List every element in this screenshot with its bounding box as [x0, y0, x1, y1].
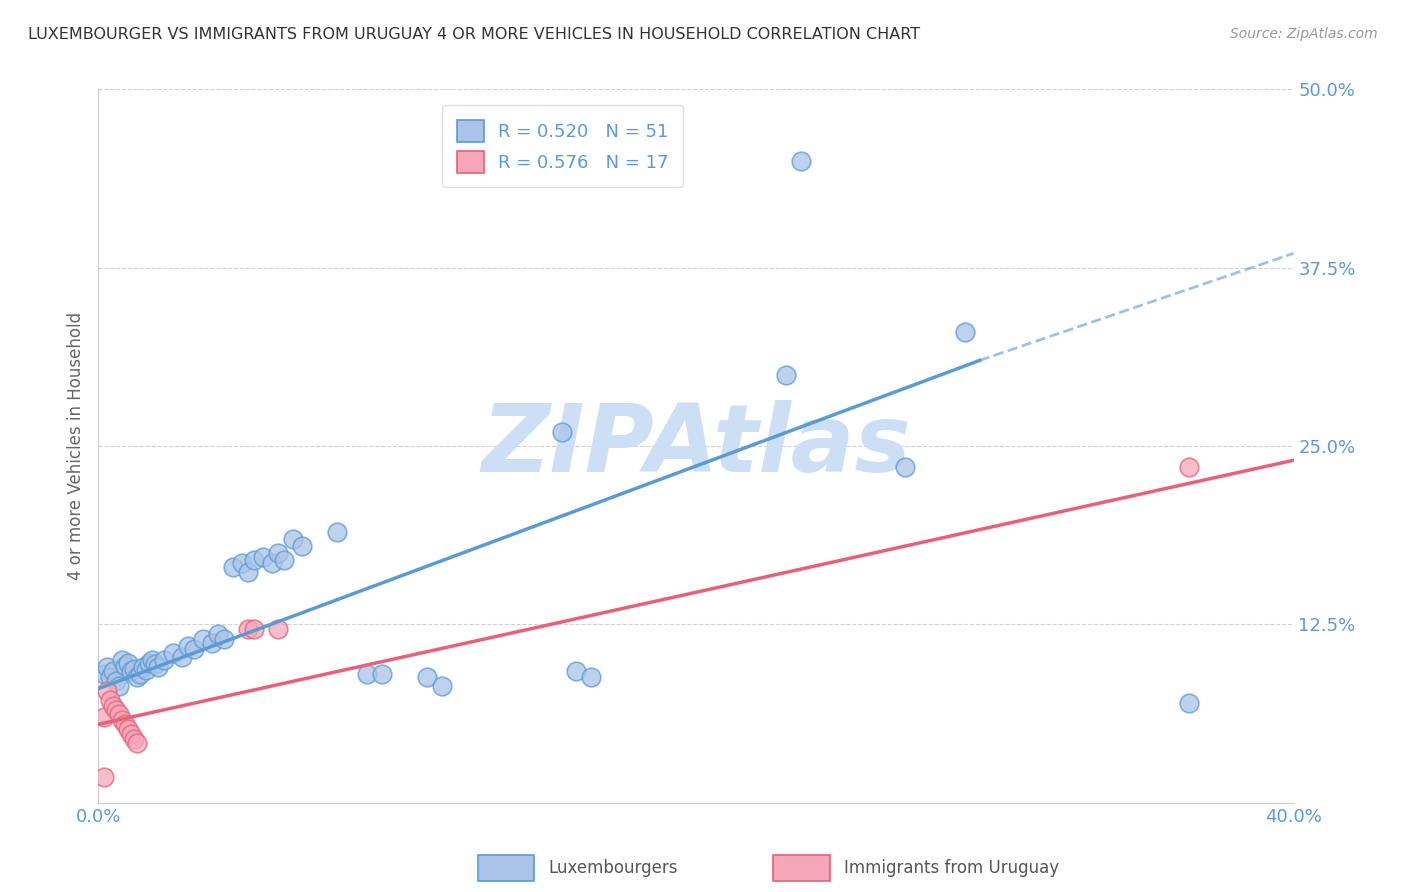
Point — [416, 670, 439, 684]
Point — [103, 698, 125, 713]
Point — [117, 722, 139, 736]
Point — [177, 639, 200, 653]
Point — [183, 641, 205, 656]
Point — [371, 667, 394, 681]
Point — [108, 679, 131, 693]
Point — [430, 679, 453, 693]
Point — [96, 684, 118, 698]
Point — [565, 665, 588, 679]
Point — [105, 703, 128, 717]
Point — [243, 553, 266, 567]
Point — [138, 656, 160, 670]
Text: Source: ZipAtlas.com: Source: ZipAtlas.com — [1230, 27, 1378, 41]
Point — [108, 707, 131, 722]
Point — [105, 674, 128, 689]
Point — [127, 736, 149, 750]
Text: Luxembourgers: Luxembourgers — [548, 859, 678, 877]
Point — [135, 663, 157, 677]
Text: Immigrants from Uruguay: Immigrants from Uruguay — [844, 859, 1059, 877]
Point — [120, 727, 142, 741]
Point — [127, 670, 149, 684]
Point — [117, 656, 139, 670]
Point — [550, 425, 572, 439]
Point — [953, 325, 976, 339]
Point — [96, 660, 118, 674]
Point — [201, 636, 224, 650]
Point — [148, 660, 170, 674]
Text: LUXEMBOURGER VS IMMIGRANTS FROM URUGUAY 4 OR MORE VEHICLES IN HOUSEHOLD CORRELAT: LUXEMBOURGER VS IMMIGRANTS FROM URUGUAY … — [28, 27, 921, 42]
Point — [273, 553, 295, 567]
Point — [236, 622, 259, 636]
Point — [153, 653, 176, 667]
Point — [111, 653, 134, 667]
Point — [212, 632, 235, 646]
Point — [1178, 696, 1201, 710]
Point — [114, 717, 136, 731]
Point — [103, 665, 125, 679]
Point — [281, 532, 304, 546]
Point — [172, 650, 194, 665]
Point — [93, 770, 115, 784]
Point — [129, 667, 152, 681]
Point — [236, 565, 259, 579]
Point — [143, 657, 166, 672]
Point — [162, 646, 184, 660]
Point — [222, 560, 245, 574]
Point — [356, 667, 378, 681]
Point — [120, 665, 142, 679]
Point — [191, 632, 214, 646]
Point — [231, 556, 253, 570]
Legend: R = 0.520   N = 51, R = 0.576   N = 17: R = 0.520 N = 51, R = 0.576 N = 17 — [441, 105, 683, 187]
Point — [267, 546, 290, 560]
Point — [98, 670, 122, 684]
Point — [581, 670, 603, 684]
Point — [207, 627, 229, 641]
Point — [252, 550, 274, 565]
Point — [243, 622, 266, 636]
Text: ZIPAtlas: ZIPAtlas — [481, 400, 911, 492]
Point — [326, 524, 349, 539]
Point — [260, 556, 283, 570]
Point — [290, 539, 312, 553]
Point — [124, 662, 146, 676]
Point — [93, 667, 115, 681]
Point — [93, 710, 115, 724]
Point — [124, 731, 146, 746]
Point — [98, 693, 122, 707]
Point — [775, 368, 797, 382]
Point — [267, 622, 290, 636]
Point — [114, 658, 136, 673]
Point — [789, 153, 811, 168]
Point — [141, 653, 163, 667]
Point — [111, 713, 134, 727]
Point — [894, 460, 917, 475]
Y-axis label: 4 or more Vehicles in Household: 4 or more Vehicles in Household — [66, 312, 84, 580]
Point — [132, 660, 155, 674]
Point — [1178, 460, 1201, 475]
